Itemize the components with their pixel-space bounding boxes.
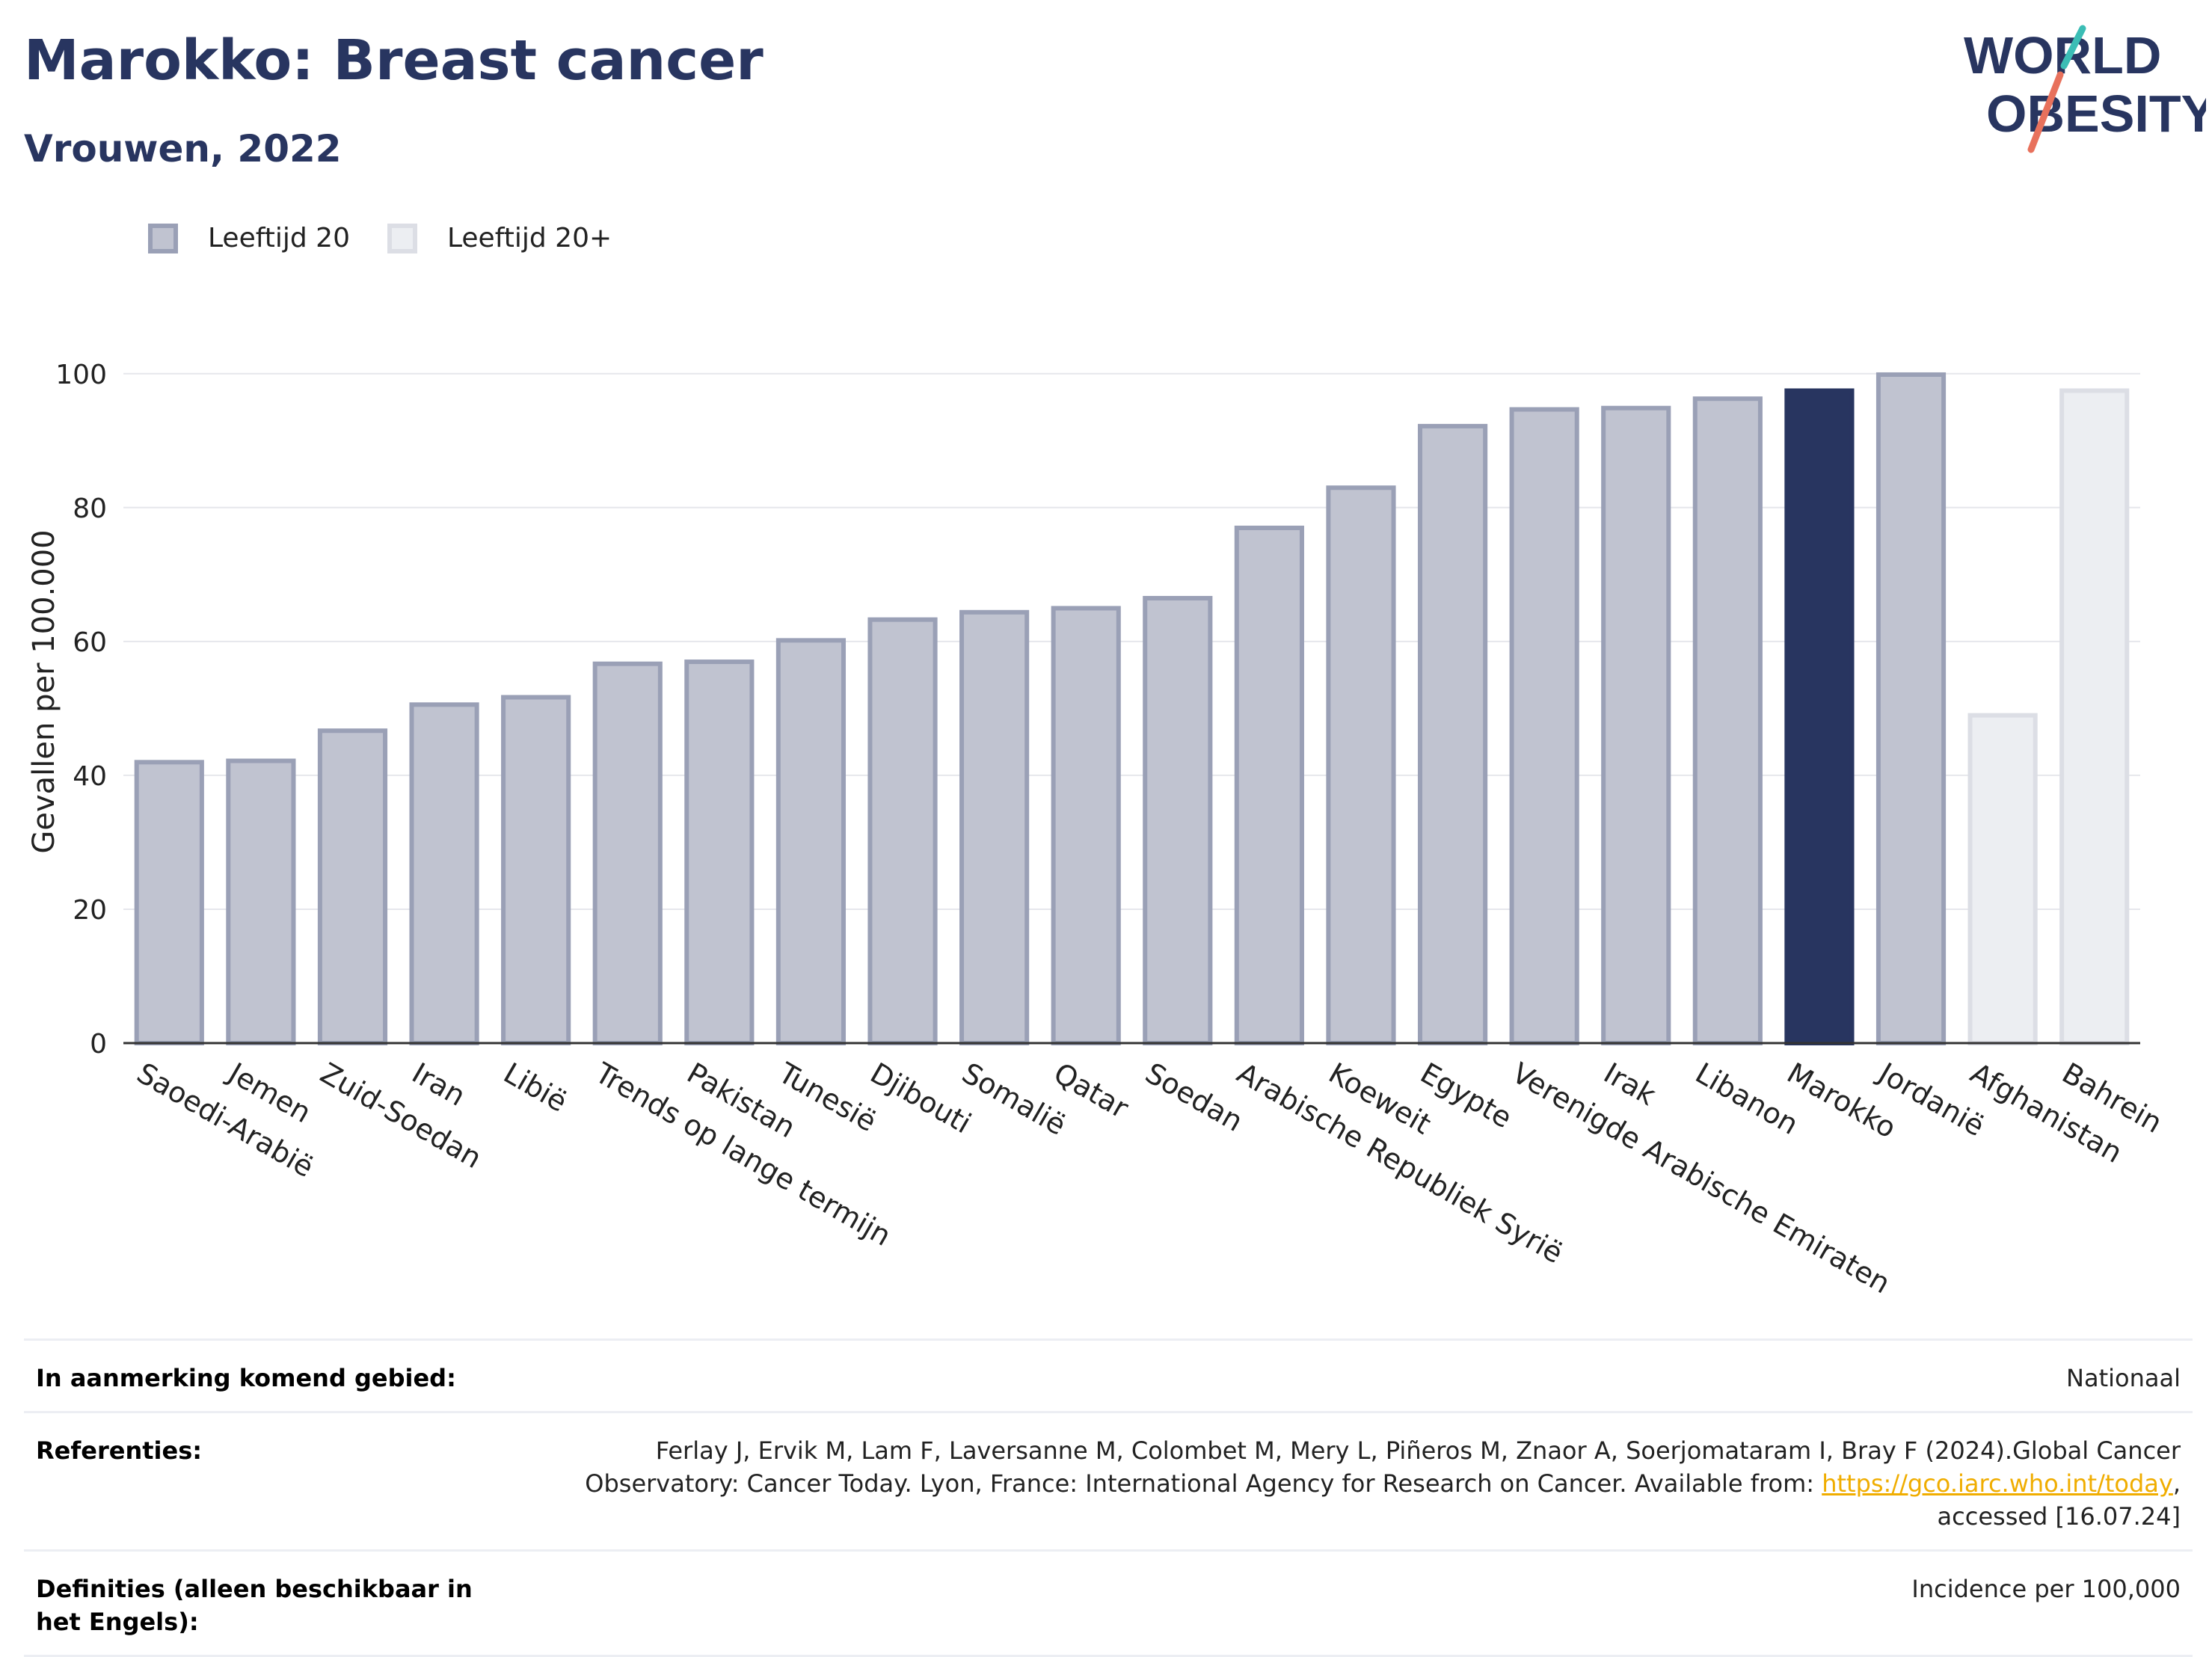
x-tick-label: Soedan	[1140, 1057, 1248, 1138]
x-tick-label: Irak	[1598, 1057, 1661, 1112]
y-tick-label: 60	[73, 627, 107, 658]
bar[interactable]	[1051, 606, 1121, 1045]
bar[interactable]	[1784, 388, 1855, 1045]
info-value: Ferlay J, Ervik M, Lam F, Laversanne M, …	[585, 1434, 2181, 1533]
bar[interactable]	[1509, 407, 1579, 1045]
legend-item-leeftijd-20[interactable]: Leeftijd 20	[148, 223, 350, 253]
logo-slash-coral	[2027, 71, 2064, 153]
bar[interactable]	[1417, 423, 1488, 1045]
info-value: Incidence per 100,000	[1911, 1575, 2181, 1603]
bar[interactable]	[134, 760, 204, 1045]
x-tick-label: Libanon	[1690, 1057, 1804, 1141]
x-tick-label: Libië	[498, 1057, 573, 1119]
bar[interactable]	[226, 758, 296, 1045]
info-label: Definities (alleen beschikbaar in het En…	[36, 1575, 473, 1636]
y-tick-label: 80	[73, 494, 107, 524]
legend-label: Leeftijd 20+	[446, 223, 612, 253]
info-label: Referenties:	[36, 1436, 203, 1465]
legend-swatch	[148, 223, 178, 253]
x-tick-label: Iran	[407, 1057, 471, 1113]
info-label: In aanmerking komend gebied:	[36, 1364, 456, 1392]
legend: Leeftijd 20 Leeftijd 20+	[148, 223, 612, 253]
info-row-definitions: Definities (alleen beschikbaar in het En…	[24, 1549, 2193, 1657]
legend-item-leeftijd-20-plus[interactable]: Leeftijd 20+	[387, 223, 612, 253]
info-row-area: In aanmerking komend gebied: Nationaal	[24, 1338, 2193, 1411]
logo-line2: OBESITY	[1986, 84, 2206, 143]
info-row-references: Referenties: Ferlay J, Ervik M, Lam F, L…	[24, 1411, 2193, 1549]
chart-subtitle: Vrouwen, 2022	[24, 127, 342, 170]
reference-line1: Ferlay J, Ervik M, Lam F, Laversanne M, …	[655, 1436, 2181, 1465]
y-tick-label: 100	[55, 360, 107, 390]
chart-title: Marokko: Breast cancer	[24, 28, 764, 93]
y-axis-title: Gevallen per 100.000	[27, 529, 61, 853]
bar[interactable]	[1875, 372, 1947, 1045]
bar[interactable]	[1326, 485, 1396, 1045]
bar[interactable]	[1601, 405, 1671, 1045]
bar[interactable]	[1234, 525, 1304, 1045]
y-tick-label: 0	[90, 1029, 107, 1060]
bar[interactable]	[1143, 595, 1213, 1045]
x-tick-label: Zuid-Soedan	[315, 1057, 487, 1175]
reference-line3: accessed [16.07.24]	[1937, 1502, 2181, 1531]
bar[interactable]	[501, 695, 571, 1045]
y-tick-label: 20	[73, 895, 107, 926]
bar[interactable]	[959, 609, 1030, 1045]
legend-swatch	[387, 223, 417, 253]
logo-slash-teal	[2060, 25, 2086, 70]
bar[interactable]	[775, 638, 847, 1045]
bar[interactable]	[592, 661, 663, 1045]
info-value: Nationaal	[2066, 1364, 2181, 1392]
legend-label: Leeftijd 20	[208, 223, 350, 253]
bar[interactable]	[317, 728, 388, 1045]
y-tick-label: 40	[73, 761, 107, 792]
bar[interactable]	[1967, 713, 2038, 1046]
reference-line2: Observatory: Cancer Today. Lyon, France:…	[585, 1469, 1822, 1498]
bar[interactable]	[409, 702, 479, 1045]
reference-link[interactable]: https://gco.iarc.who.int/today	[1822, 1469, 2173, 1498]
world-obesity-logo[interactable]: WORLD OBESITY	[1959, 21, 2206, 163]
reference-line2-suffix: ,	[2172, 1469, 2181, 1498]
info-table: In aanmerking komend gebied: Nationaal R…	[24, 1338, 2193, 1657]
bar-chart: 020406080100Saoedi-ArabiëJemenZuid-Soeda…	[27, 360, 2168, 1300]
bar[interactable]	[684, 660, 755, 1045]
x-tick-label: Djibouti	[865, 1057, 977, 1140]
x-tick-label: Somalië	[956, 1057, 1072, 1142]
bar[interactable]	[2059, 388, 2130, 1045]
bar[interactable]	[867, 617, 938, 1045]
bar[interactable]	[1692, 396, 1763, 1045]
